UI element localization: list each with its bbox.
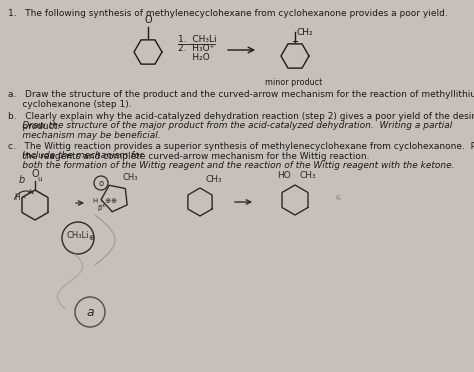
Text: H - ⊕⊕: H - ⊕⊕ <box>93 198 117 204</box>
Text: CH₃: CH₃ <box>206 175 223 184</box>
Text: O: O <box>144 15 152 25</box>
Text: o: o <box>99 179 103 187</box>
Text: b: b <box>19 175 25 185</box>
Text: O: O <box>31 169 39 179</box>
Text: a: a <box>86 305 94 318</box>
Text: CH₂: CH₂ <box>297 28 314 37</box>
Text: H -: H - <box>15 193 26 202</box>
Text: HO: HO <box>277 171 291 180</box>
Text: u: u <box>37 176 42 182</box>
Text: CH₃Li: CH₃Li <box>67 231 89 240</box>
Text: βᴵᴷ: βᴵᴷ <box>97 204 106 211</box>
Text: a.   Draw the structure of the product and the curved-arrow mechanism for the re: a. Draw the structure of the product and… <box>8 90 474 109</box>
Text: K-: K- <box>335 195 341 201</box>
Text: H₂O: H₂O <box>178 53 210 62</box>
Text: c.   The Wittig reaction provides a superior synthesis of methylenecyclohexane f: c. The Wittig reaction provides a superi… <box>8 142 474 161</box>
Text: Draw the structure of the major product from the acid-catalyzed dehydration.  Wr: Draw the structure of the major product … <box>8 121 452 140</box>
Text: 2.  H₃O⁺: 2. H₃O⁺ <box>178 44 214 53</box>
Text: CH₃: CH₃ <box>300 171 317 180</box>
Text: b.   Clearly explain why the acid-catalyzed dehydration reaction (step 2) gives : b. Clearly explain why the acid-catalyze… <box>8 112 474 131</box>
Text: Include the mechanism for
     both the formation of the Wittig reagent and the : Include the mechanism for both the forma… <box>8 151 455 170</box>
Text: ⊕: ⊕ <box>88 235 94 241</box>
Text: 1.  CH₃Li: 1. CH₃Li <box>178 35 217 44</box>
Text: 1.   The following synthesis of methylenecyclohexane from cyclohexanone provides: 1. The following synthesis of methylenec… <box>8 9 448 18</box>
Text: minor product: minor product <box>265 78 322 87</box>
Text: CH₃: CH₃ <box>123 173 138 182</box>
